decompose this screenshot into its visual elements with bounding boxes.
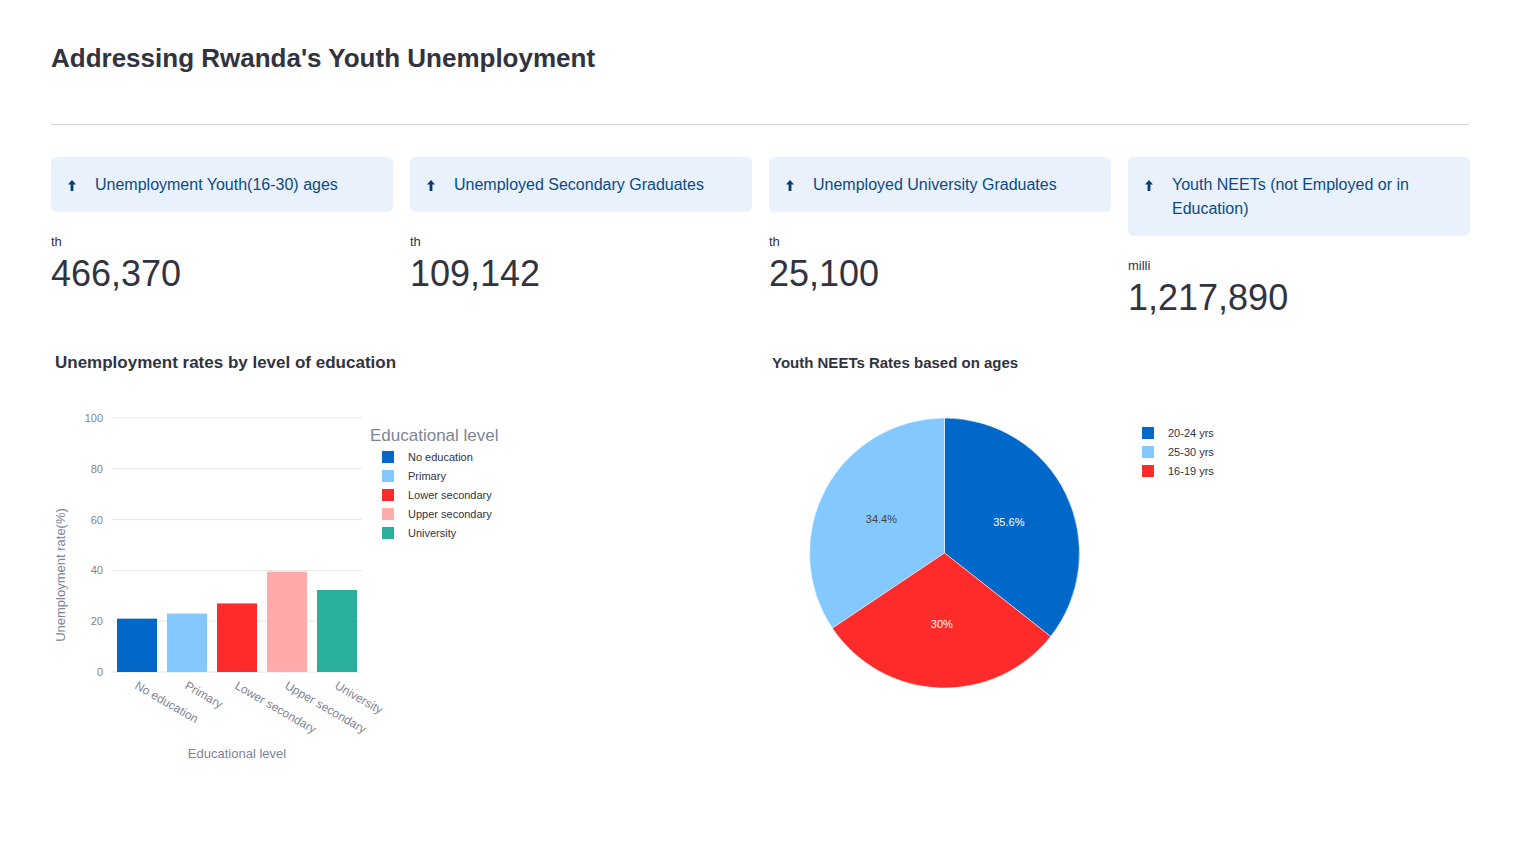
y-tick-label: 100	[85, 412, 103, 424]
x-tick-label: University	[333, 678, 386, 716]
grid-line	[112, 519, 362, 520]
legend-label: No education	[408, 451, 473, 463]
legend-swatch	[382, 489, 394, 501]
y-tick-label: 80	[91, 463, 103, 475]
legend-swatch	[382, 451, 394, 463]
bar	[267, 572, 307, 672]
divider	[51, 124, 1469, 125]
metric-title: Unemployment Youth(16-30) ages	[95, 173, 355, 197]
metric-title: Youth NEETs (not Employed or in Educatio…	[1172, 173, 1432, 221]
y-tick-label: 60	[91, 514, 103, 526]
metric-value: 1,217,890	[1128, 278, 1470, 318]
legend-label: Lower secondary	[408, 489, 492, 501]
metric: Unemployed University Graduates th 25,100	[769, 157, 1111, 318]
chart-title: Youth NEETs Rates based on ages	[772, 354, 1018, 371]
legend-swatch	[1142, 465, 1154, 477]
y-tick-label: 20	[91, 615, 103, 627]
legend-title: Educational level	[370, 426, 499, 445]
metric-value: 109,142	[410, 254, 752, 294]
slices	[810, 418, 1080, 688]
bar	[317, 590, 357, 672]
metric-unit: milli	[1128, 258, 1470, 274]
legend-label: 20-24 yrs	[1168, 427, 1214, 439]
charts: Unemployment rates by level of education…	[0, 0, 1536, 849]
metric-value: 25,100	[769, 254, 1111, 294]
chart-title: Unemployment rates by level of education	[55, 353, 396, 372]
bars	[117, 572, 357, 672]
metric-unit: th	[410, 234, 752, 250]
bar	[217, 603, 257, 672]
legend: 20-24 yrs 25-30 yrs 16-19 yrs	[1142, 427, 1214, 477]
arrow-icon	[68, 180, 76, 191]
arrow	[68, 180, 76, 191]
legend-label: 16-19 yrs	[1168, 465, 1214, 477]
pie-chart: Youth NEETs Rates based on ages 35.6% 34.4…	[772, 354, 1214, 688]
legend-swatch	[1142, 446, 1154, 458]
legend-label: Primary	[408, 470, 446, 482]
grid-line	[112, 418, 362, 419]
data-label: 34.4%	[866, 513, 897, 525]
metric-card: Youth NEETs (not Employed or in Educatio…	[1128, 157, 1470, 236]
legend-label: University	[408, 527, 457, 539]
legend: Educational level No education Primary Lowe…	[370, 426, 499, 539]
metric-unit: th	[51, 234, 393, 250]
arrow-icon	[786, 180, 794, 191]
metric-unit: th	[769, 234, 1111, 250]
data-label: 30%	[931, 618, 953, 630]
y-axis-label: Unemployment rate(%)	[53, 508, 68, 642]
legend-label: 25-30 yrs	[1168, 446, 1214, 458]
bar-chart: Unemployment rates by level of education…	[53, 353, 499, 761]
slice	[832, 553, 1050, 688]
legend-label: Upper secondary	[408, 508, 492, 520]
legend-swatch	[382, 508, 394, 520]
page-title: Addressing Rwanda's Youth Unemployment	[51, 40, 595, 76]
arrow-icon	[1145, 180, 1153, 191]
arrow	[427, 180, 435, 191]
arrow	[786, 180, 794, 191]
metric: Unemployment Youth(16-30) ages th 466,370	[51, 157, 393, 318]
arrow-icon	[427, 180, 435, 191]
legend-swatch	[382, 527, 394, 539]
metric-title: Unemployed University Graduates	[813, 173, 1073, 197]
y-tick-label: 0	[97, 666, 103, 678]
metric-card: Unemployment Youth(16-30) ages	[51, 157, 393, 212]
metric-title: Unemployed Secondary Graduates	[454, 173, 714, 197]
data-label: 35.6%	[993, 516, 1024, 528]
bar	[117, 619, 157, 672]
grid-line	[112, 570, 362, 571]
legend-swatch	[382, 470, 394, 482]
arrow	[1145, 180, 1153, 191]
legend-swatch	[1142, 427, 1154, 439]
metric: Youth NEETs (not Employed or in Educatio…	[1128, 157, 1470, 318]
metric-card: Unemployed University Graduates	[769, 157, 1111, 212]
x-axis-label: Educational level	[188, 746, 286, 761]
y-tick-label: 40	[91, 564, 103, 576]
metric-cards: Unemployment Youth(16-30) agesth466,370U…	[51, 157, 1470, 318]
metric: Unemployed Secondary Graduates th 109,142	[410, 157, 752, 318]
metric-card: Unemployed Secondary Graduates	[410, 157, 752, 212]
bar	[167, 614, 207, 672]
grid-line	[112, 468, 362, 469]
metric-value: 466,370	[51, 254, 393, 294]
x-tick-label: Primary	[183, 678, 226, 711]
